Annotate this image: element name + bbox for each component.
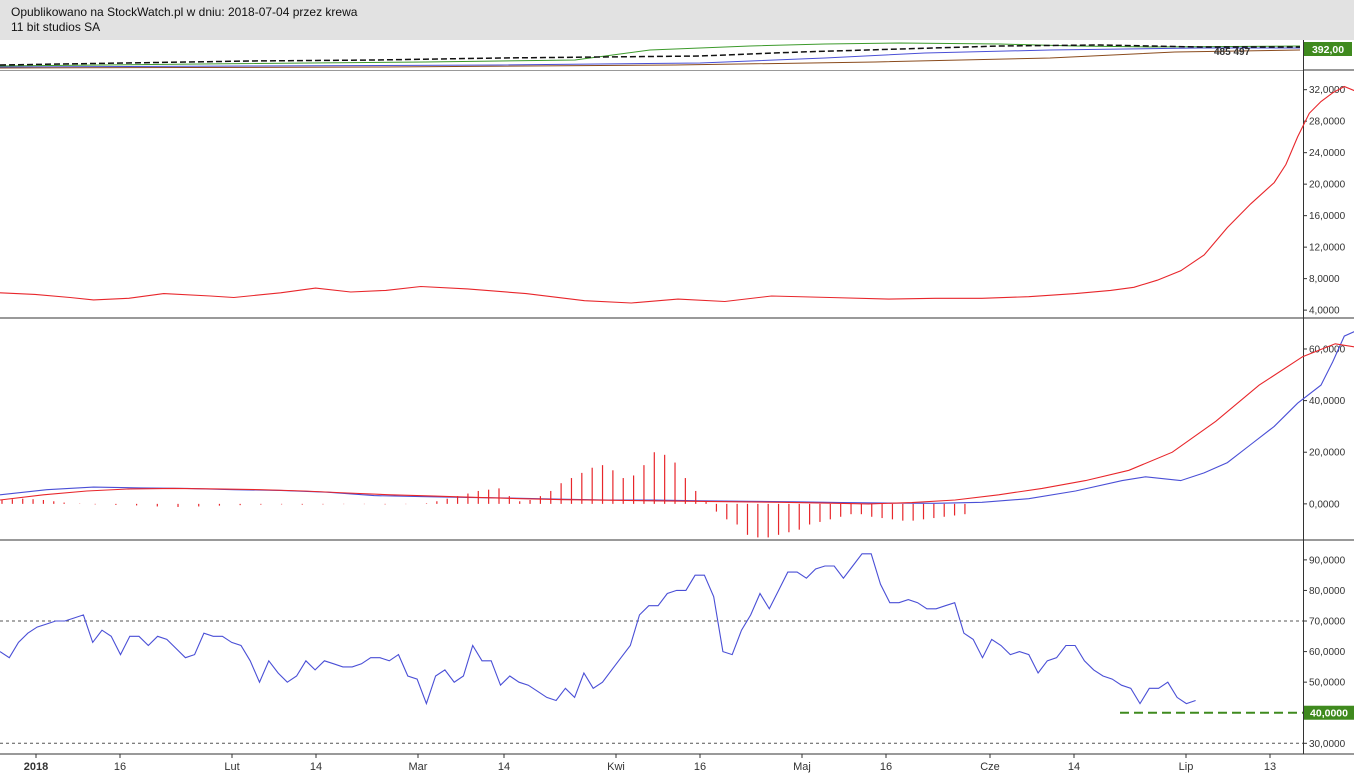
y-tick-label: 20,0000 <box>1309 180 1346 191</box>
last-price-flag <box>1304 42 1352 56</box>
x-tick-label: 13 <box>1264 761 1276 773</box>
x-tick-label: 14 <box>1068 761 1080 773</box>
level-flag-label: 40,0000 <box>1310 708 1348 720</box>
x-tick-label: 16 <box>694 761 706 773</box>
x-tick-label: Cze <box>980 761 1000 773</box>
x-tick-label: 14 <box>498 761 510 773</box>
y-tick-label: 40,0000 <box>1309 396 1346 407</box>
y-tick-label: 50,0000 <box>1309 678 1346 689</box>
y-tick-label: 90,0000 <box>1309 555 1346 566</box>
y-tick-label: 60,0000 <box>1309 344 1346 355</box>
y-tick-label: 32,0000 <box>1309 85 1346 96</box>
overview-green-line <box>0 42 1301 67</box>
series-line-0 <box>0 553 1196 706</box>
y-tick-label: 8,0000 <box>1309 274 1340 285</box>
panel-3: 30,0000 40,0000 50,0000 60,0000 70,0000 80,00… <box>0 553 1354 750</box>
overview-partial-label: 485 497 <box>1214 47 1251 58</box>
y-tick-label: 70,0000 <box>1309 617 1346 628</box>
x-tick-label: Kwi <box>607 761 625 773</box>
x-tick-label: Lut <box>224 761 239 773</box>
chart-header: Opublikowano na StockWatch.pl w dniu: 20… <box>0 0 1354 40</box>
y-tick-label: 24,0000 <box>1309 148 1346 159</box>
y-tick-label: 4,0000 <box>1309 306 1340 317</box>
y-tick-label: 12,0000 <box>1309 243 1346 254</box>
series-line-0 <box>0 331 1354 504</box>
overview-price-line <box>0 44 1300 66</box>
x-tick-label: Lip <box>1179 761 1194 773</box>
y-tick-label: 80,0000 <box>1309 586 1346 597</box>
overview-brown-line <box>0 49 1301 69</box>
y-tick-label: 28,0000 <box>1309 117 1346 128</box>
panel-1: 4,0000 8,0000 12,0000 16,0000 20,0000 24,0000… <box>0 85 1354 317</box>
instrument-name: 11 bit studios SA <box>11 20 101 34</box>
level-flag <box>1304 705 1354 720</box>
series-line-0 <box>0 85 1354 304</box>
panel-2: 0,0000 20,0000 40,0000 60,0000 <box>0 331 1354 538</box>
y-tick-label: 30,0000 <box>1309 739 1346 750</box>
y-tick-label: 20,0000 <box>1309 448 1346 459</box>
overview-blue-line <box>0 47 1300 68</box>
publication-info: Opublikowano na StockWatch.pl w dniu: 20… <box>11 5 358 19</box>
y-tick-label: 60,0000 <box>1309 647 1346 658</box>
x-tick-label: 16 <box>114 761 126 773</box>
x-tick-label: Maj <box>793 761 811 773</box>
series-line-1 <box>0 343 1354 505</box>
x-tick-label: Mar <box>409 761 428 773</box>
x-tick-label: 2018 <box>24 761 48 773</box>
x-tick-label: 16 <box>880 761 892 773</box>
y-tick-label: 0,0000 <box>1309 499 1340 510</box>
x-tick-label: 14 <box>310 761 322 773</box>
y-tick-label: 16,0000 <box>1309 211 1346 222</box>
last-price-label: 392,00 <box>1312 44 1344 56</box>
